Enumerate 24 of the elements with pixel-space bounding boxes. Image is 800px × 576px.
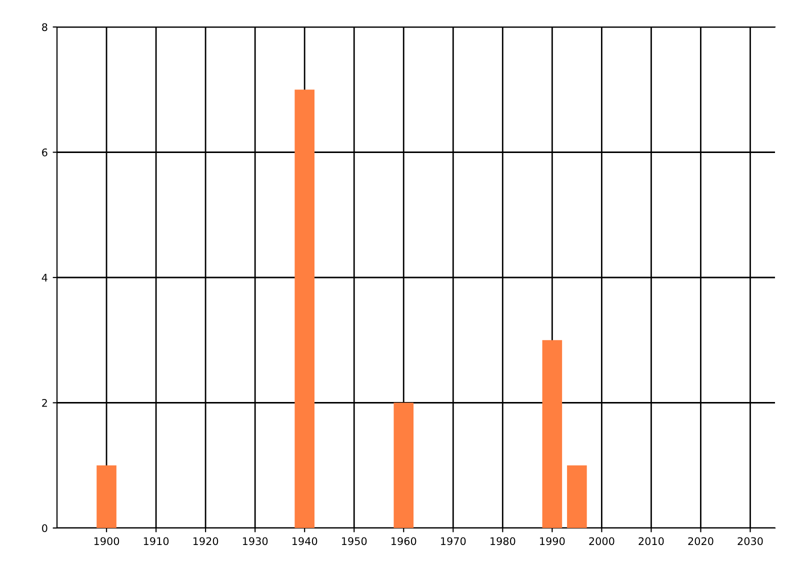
y-tick-label: 8 (42, 23, 48, 32)
x-tick-label: 1900 (94, 537, 120, 546)
x-tick-label: 1940 (292, 537, 318, 546)
bar (542, 340, 562, 528)
x-tick-label: 1950 (342, 537, 367, 546)
x-tick-label: 2020 (688, 537, 714, 546)
y-tick-label: 6 (42, 148, 48, 156)
x-tick-label: 1980 (490, 537, 516, 546)
x-tick-label: 1990 (540, 537, 565, 546)
x-tick-label: 2000 (589, 537, 614, 546)
x-tick-label: 2010 (638, 537, 664, 546)
bar (394, 402, 414, 528)
bar (96, 465, 116, 528)
x-tick-label: 1970 (441, 537, 466, 546)
bar (294, 90, 314, 528)
y-tick-label: 4 (42, 274, 48, 282)
x-tick-label: 1930 (242, 537, 268, 546)
x-tick-label: 1920 (193, 537, 218, 546)
x-tick-label: 2030 (738, 537, 763, 546)
y-tick-label: 2 (42, 398, 47, 407)
bar (567, 465, 587, 528)
x-tick-label: 1910 (144, 537, 169, 546)
y-tick-label: 0 (42, 524, 48, 532)
x-tick-label: 1960 (392, 537, 416, 546)
